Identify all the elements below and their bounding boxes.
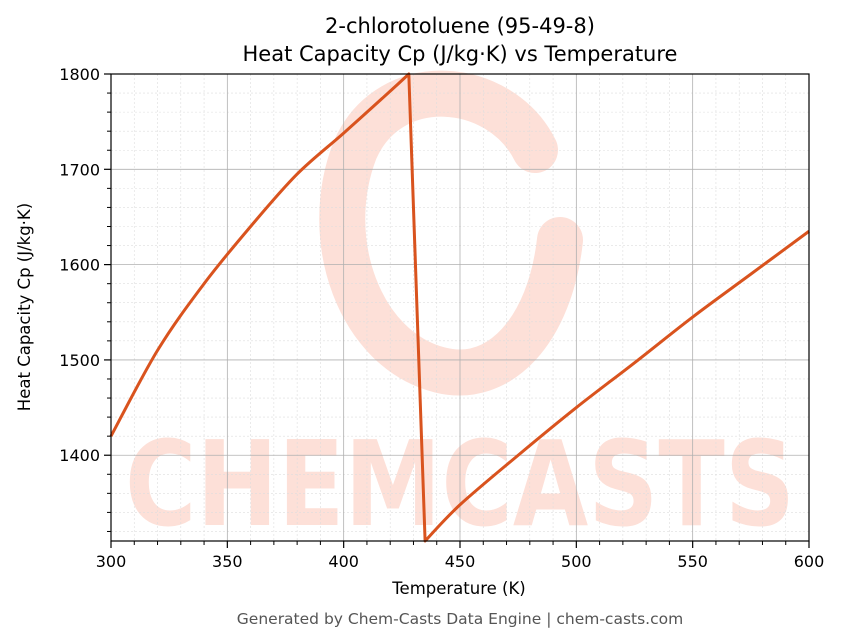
x-tick-label: 300 — [96, 552, 127, 571]
x-tick-label: 550 — [677, 552, 708, 571]
y-axis-ticks: 1400 1500 1600 1700 1800 — [59, 65, 111, 532]
x-tick-label: 500 — [561, 552, 592, 571]
y-tick-label: 1600 — [59, 256, 100, 275]
series-line-heat-capacity — [109, 72, 810, 543]
x-tick-label: 400 — [328, 552, 359, 571]
x-tick-label: 600 — [794, 552, 825, 571]
watermark-logo-swirl — [319, 70, 583, 396]
series-layer — [109, 72, 810, 543]
x-tick-label: 350 — [212, 552, 243, 571]
x-axis-label: Temperature (K) — [391, 579, 525, 598]
chart-subtitle: Heat Capacity Cp (J/kg·K) vs Temperature — [243, 42, 678, 66]
y-tick-label: 1400 — [59, 446, 100, 465]
y-tick-label: 1700 — [59, 160, 100, 179]
major-grid — [110, 73, 810, 541]
y-axis-label: Heat Capacity Cp (J/kg·K) — [15, 203, 34, 411]
x-axis-ticks: 300 350 400 450 500 550 600 — [96, 541, 825, 571]
y-tick-label: 1500 — [59, 351, 100, 370]
chart-title: 2-chlorotoluene (95-49-8) — [325, 14, 595, 38]
y-tick-label: 1800 — [59, 65, 100, 84]
footer-credit: Generated by Chem-Casts Data Engine | ch… — [237, 610, 683, 628]
x-tick-label: 450 — [445, 552, 476, 571]
